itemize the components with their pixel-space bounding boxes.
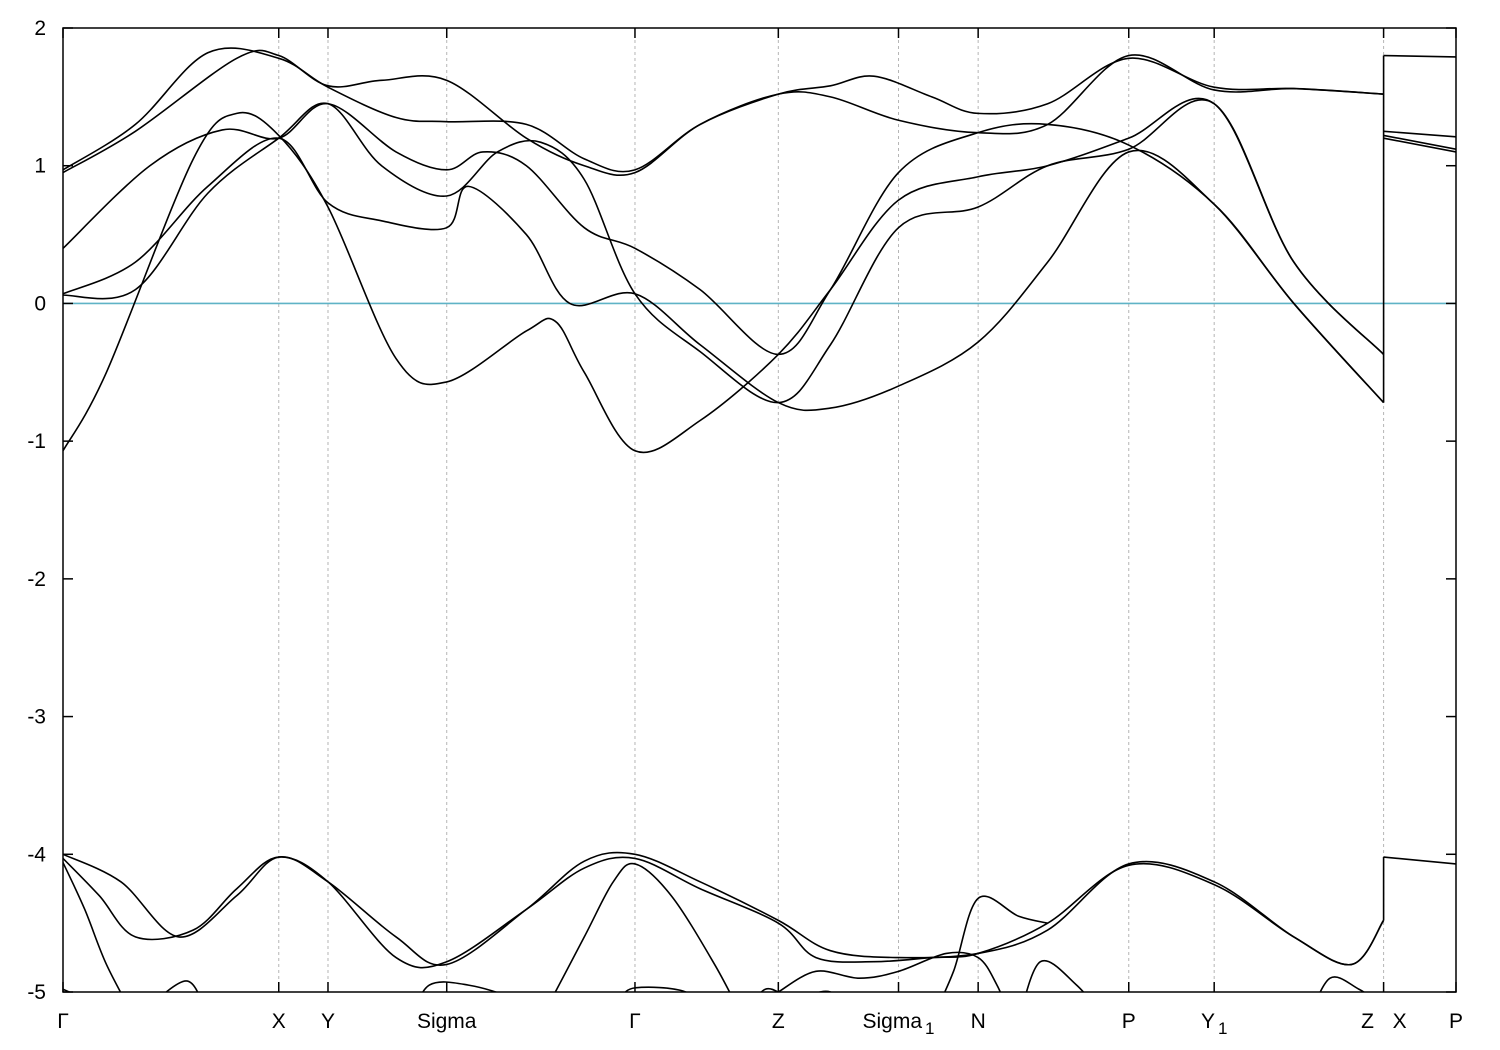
band-line-7 [1383,130,1456,138]
band-line-19 [1319,976,1366,992]
axis-ticks [62,27,1457,993]
y-tick-label: -5 [27,981,46,1004]
x-tick-label: Sigma [417,1010,477,1033]
x-tick-label: P [1122,1010,1136,1033]
y-tick-label: 0 [34,292,46,315]
x-tick-label: Γ [629,1010,641,1033]
x-tick-label: X [1393,1010,1407,1033]
band-line-4 [63,99,1385,404]
grid-lines [278,28,1385,992]
band-line-15 [777,951,1002,992]
bands [63,47,1456,992]
band-line-23 [1383,856,1456,865]
band-line-1 [63,47,1384,173]
band-line-14 [943,895,1048,992]
band-line-10 [63,851,1385,966]
band-line-8 [1383,134,1456,150]
band-line-13 [554,862,731,992]
x-tick-label: Z [1361,1010,1374,1033]
band-line-5 [63,97,1385,454]
y-tick-labels: 2 1 0 -1 -2 -3 -4 -5 [27,17,46,1004]
band-line-12 [63,862,122,992]
y-tick-label: 1 [34,155,46,178]
band-line-16 [165,980,199,992]
x-tick-subscript: 1 [1218,1019,1227,1038]
band-line-9 [1383,137,1456,153]
band-line-17 [421,981,499,992]
x-tick-label: Z [772,1010,785,1033]
band-line-11 [63,856,1385,969]
band-line-3 [63,137,1385,412]
y-tick-label: -1 [27,430,46,453]
band-line-22 [63,988,72,992]
x-tick-label: X [272,1010,286,1033]
band-line-20 [624,986,688,992]
x-tick-label: Y [321,1010,335,1033]
y-tick-label: -4 [27,843,46,866]
band-line-2 [63,102,1385,404]
x-tick-label: N [971,1010,986,1033]
y-tick-label: -3 [27,706,46,729]
band-line-18 [1025,959,1085,992]
plot-frame [62,27,1457,993]
band-line-21 [760,987,833,992]
x-tick-subscript: 1 [925,1019,934,1038]
x-tick-label: Sigma 1 [863,1010,935,1038]
y-tick-label: 2 [34,17,46,40]
y-tick-label: -2 [27,568,46,591]
x-tick-label: P [1449,1010,1463,1033]
x-tick-labels: Γ X Y Sigma Γ Z Sigma 1 N P Y 1 Z X P [57,1010,1463,1038]
x-tick-label: Γ [57,1010,69,1033]
band-line-6 [1383,54,1456,58]
